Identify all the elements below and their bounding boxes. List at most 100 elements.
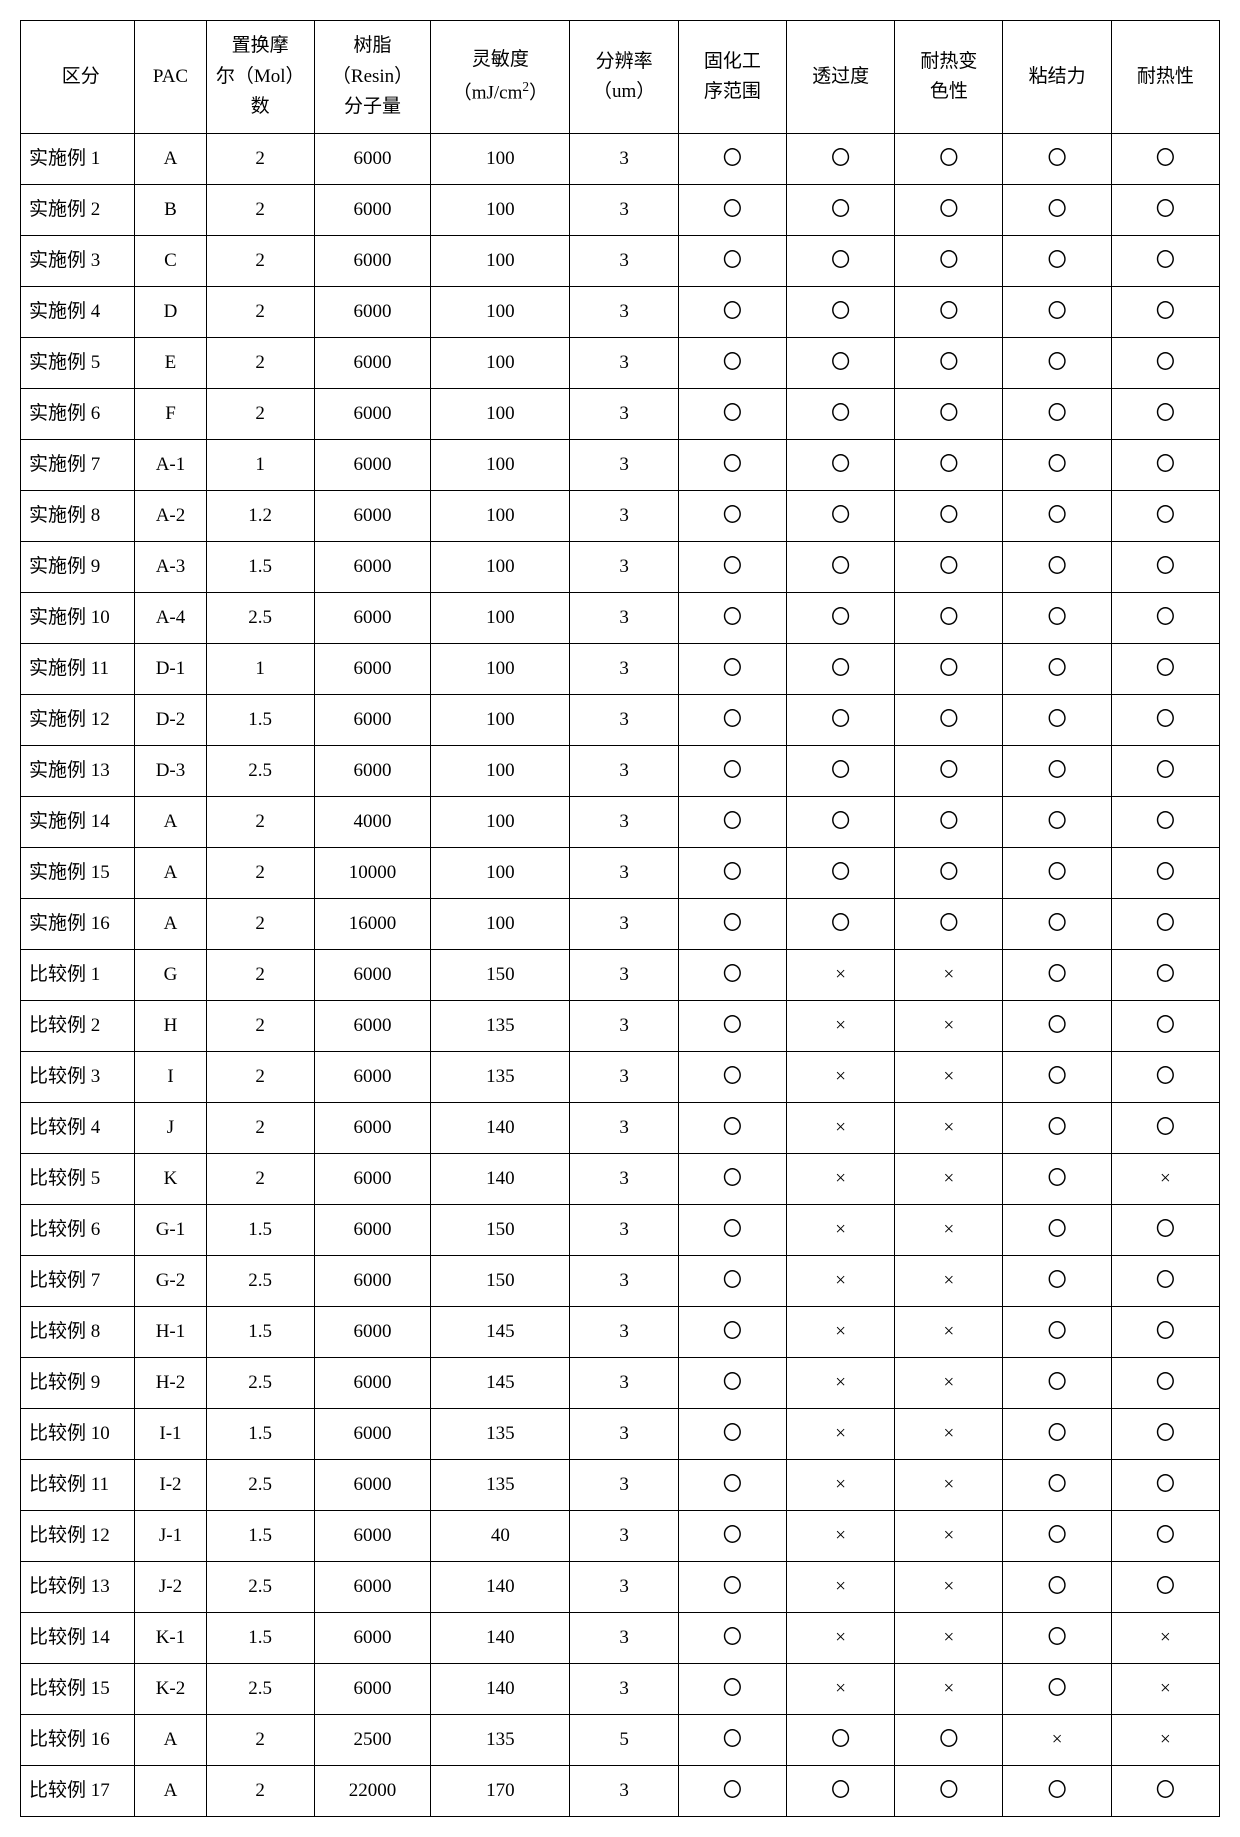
table-cell: 〇 <box>1003 593 1111 644</box>
table-cell: 3 <box>570 1664 678 1715</box>
table-cell: 〇 <box>678 134 786 185</box>
table-cell: 实施例 13 <box>21 746 135 797</box>
table-cell: 1.5 <box>206 1307 314 1358</box>
table-cell: 1.5 <box>206 1511 314 1562</box>
table-cell: 〇 <box>1111 236 1219 287</box>
table-cell: 〇 <box>678 950 786 1001</box>
table-cell: 3 <box>570 746 678 797</box>
table-cell: 140 <box>431 1562 570 1613</box>
table-cell: 〇 <box>1111 440 1219 491</box>
table-cell: × <box>895 1664 1003 1715</box>
table-cell: F <box>135 389 206 440</box>
table-cell: 4000 <box>314 797 430 848</box>
table-cell: 〇 <box>678 287 786 338</box>
table-cell: 比较例 16 <box>21 1715 135 1766</box>
table-cell: 3 <box>570 1409 678 1460</box>
table-cell: × <box>895 1154 1003 1205</box>
table-cell: D-2 <box>135 695 206 746</box>
table-cell: 6000 <box>314 185 430 236</box>
table-cell: H <box>135 1001 206 1052</box>
table-cell: A-2 <box>135 491 206 542</box>
table-cell: × <box>786 1154 894 1205</box>
table-cell: 2 <box>206 1103 314 1154</box>
table-cell: × <box>1111 1154 1219 1205</box>
table-cell: 6000 <box>314 338 430 389</box>
table-cell: 3 <box>570 797 678 848</box>
table-cell: 实施例 16 <box>21 899 135 950</box>
table-cell: 3 <box>570 1001 678 1052</box>
table-cell: 〇 <box>1111 797 1219 848</box>
table-cell: 6000 <box>314 1460 430 1511</box>
table-cell: 2 <box>206 185 314 236</box>
table-cell: 6000 <box>314 1154 430 1205</box>
table-cell: 〇 <box>895 848 1003 899</box>
table-row: 比较例 5K260001403〇××〇× <box>21 1154 1220 1205</box>
table-cell: 6000 <box>314 695 430 746</box>
table-cell: 〇 <box>678 1103 786 1154</box>
table-cell: 〇 <box>1003 1460 1111 1511</box>
table-cell: 〇 <box>1003 338 1111 389</box>
table-cell: 6000 <box>314 950 430 1001</box>
table-cell: 〇 <box>786 746 894 797</box>
table-cell: 3 <box>570 134 678 185</box>
table-row: 比较例 8H-11.560001453〇××〇〇 <box>21 1307 1220 1358</box>
table-cell: × <box>895 1205 1003 1256</box>
table-row: 比较例 9H-22.560001453〇××〇〇 <box>21 1358 1220 1409</box>
table-cell: 比较例 9 <box>21 1358 135 1409</box>
table-cell: 100 <box>431 236 570 287</box>
table-cell: 〇 <box>895 899 1003 950</box>
table-cell: 3 <box>570 1358 678 1409</box>
table-cell: 〇 <box>1111 1460 1219 1511</box>
table-cell: 实施例 8 <box>21 491 135 542</box>
table-cell: × <box>786 1256 894 1307</box>
table-cell: 3 <box>570 1511 678 1562</box>
table-cell: 〇 <box>1003 440 1111 491</box>
table-cell: 〇 <box>678 1613 786 1664</box>
table-cell: 〇 <box>895 1766 1003 1817</box>
table-cell: D-3 <box>135 746 206 797</box>
table-cell: 〇 <box>1111 899 1219 950</box>
table-cell: 2 <box>206 1715 314 1766</box>
table-cell: 100 <box>431 338 570 389</box>
table-cell: 〇 <box>895 593 1003 644</box>
table-cell: 1.5 <box>206 695 314 746</box>
table-cell: 3 <box>570 1766 678 1817</box>
table-cell: 比较例 4 <box>21 1103 135 1154</box>
table-cell: 〇 <box>1111 287 1219 338</box>
table-row: 实施例 8A-21.260001003〇〇〇〇〇 <box>21 491 1220 542</box>
table-cell: 〇 <box>1003 1358 1111 1409</box>
table-cell: 1.5 <box>206 542 314 593</box>
table-cell: 〇 <box>1003 1766 1111 1817</box>
table-cell: 实施例 1 <box>21 134 135 185</box>
table-cell: 150 <box>431 1205 570 1256</box>
table-cell: 〇 <box>1003 848 1111 899</box>
table-cell: 〇 <box>678 1511 786 1562</box>
table-cell: 〇 <box>1003 1001 1111 1052</box>
table-cell: 〇 <box>1003 134 1111 185</box>
table-cell: 实施例 11 <box>21 644 135 695</box>
column-header: 灵敏度（mJ/cm2） <box>431 21 570 134</box>
table-cell: 100 <box>431 491 570 542</box>
table-cell: 〇 <box>1003 1613 1111 1664</box>
table-cell: 135 <box>431 1001 570 1052</box>
table-cell: 6000 <box>314 1256 430 1307</box>
table-cell: 〇 <box>895 185 1003 236</box>
table-cell: 6000 <box>314 389 430 440</box>
table-cell: × <box>1111 1613 1219 1664</box>
table-cell: 〇 <box>786 338 894 389</box>
table-cell: 1 <box>206 644 314 695</box>
table-row: 实施例 15A2100001003〇〇〇〇〇 <box>21 848 1220 899</box>
table-cell: 〇 <box>1003 899 1111 950</box>
table-cell: 〇 <box>1111 1409 1219 1460</box>
table-cell: 实施例 15 <box>21 848 135 899</box>
table-cell: 〇 <box>1111 1358 1219 1409</box>
table-cell: × <box>895 950 1003 1001</box>
table-row: 比较例 13J-22.560001403〇××〇〇 <box>21 1562 1220 1613</box>
table-cell: 实施例 5 <box>21 338 135 389</box>
table-cell: 实施例 9 <box>21 542 135 593</box>
table-cell: 〇 <box>678 185 786 236</box>
table-cell: × <box>895 1052 1003 1103</box>
column-header: PAC <box>135 21 206 134</box>
table-cell: 3 <box>570 1103 678 1154</box>
table-cell: 3 <box>570 950 678 1001</box>
